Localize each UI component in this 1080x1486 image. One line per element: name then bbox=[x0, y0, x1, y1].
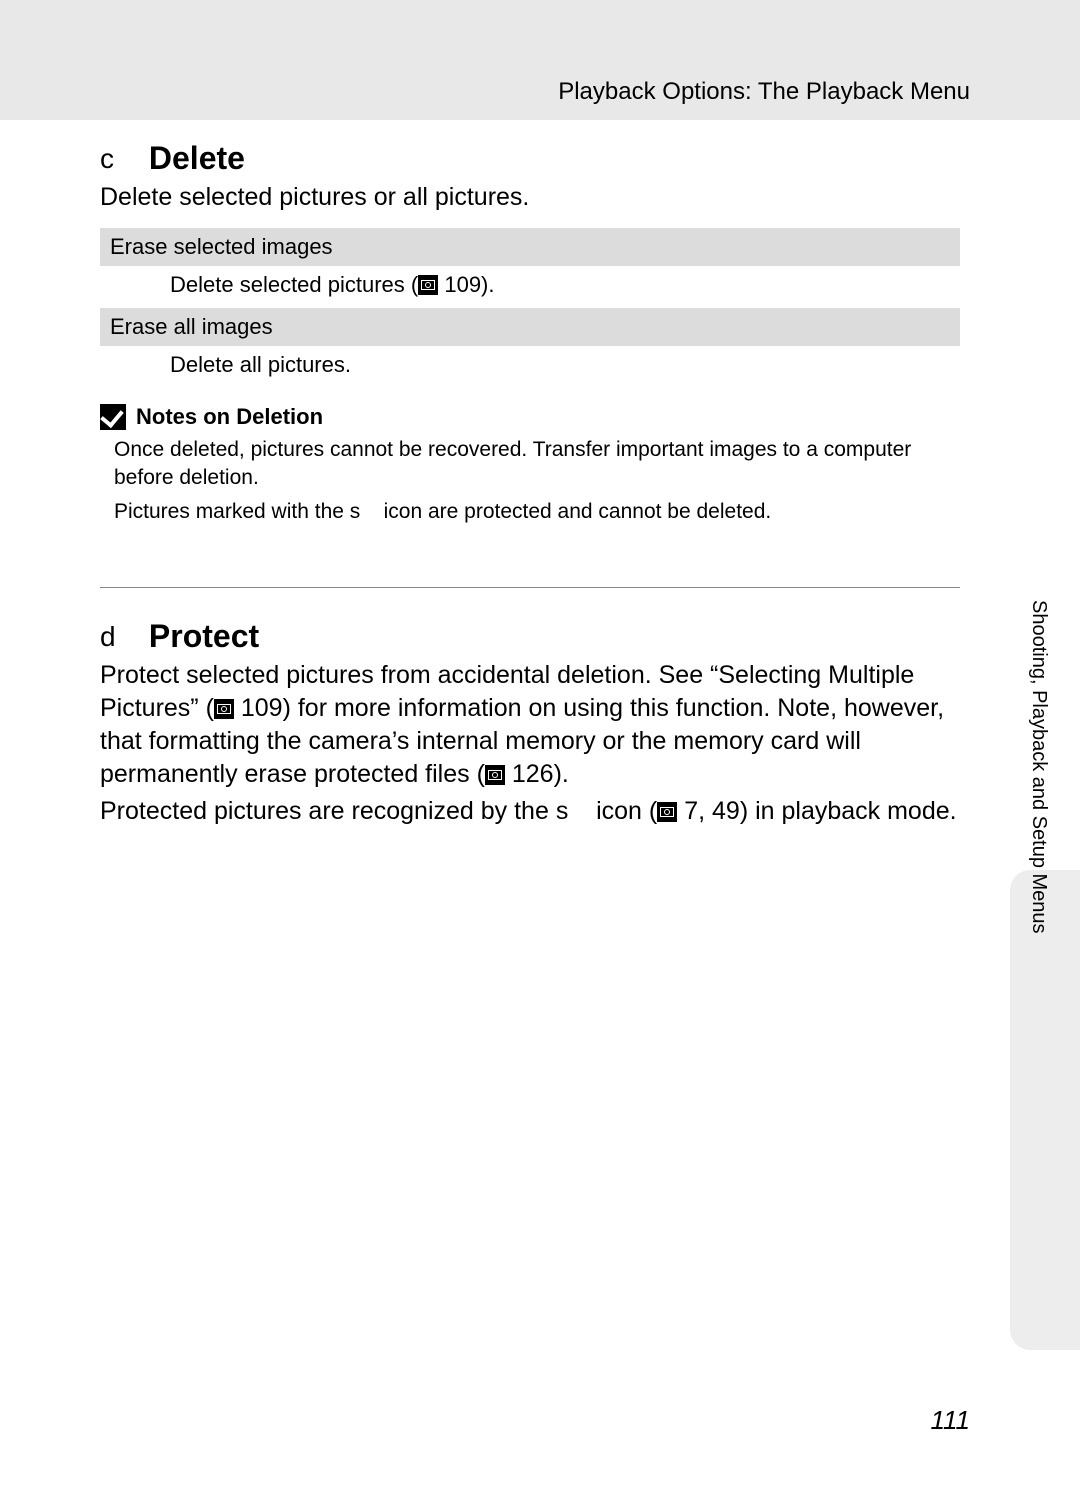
row-head-erase-all: Erase all images bbox=[100, 308, 960, 346]
notes-block: Notes on Deletion Once deleted, pictures… bbox=[100, 404, 960, 527]
protect-glyph: s bbox=[556, 797, 569, 825]
notes-line-2-pre: Pictures marked with the bbox=[114, 500, 350, 523]
p2-post: ) in playback mode. bbox=[740, 797, 957, 825]
row-body-text: Delete all pictures. bbox=[170, 352, 351, 377]
delete-intro: Delete selected pictures or all pictures… bbox=[100, 181, 960, 214]
side-tab-label: Shooting, Playback and Setup Menus bbox=[1030, 600, 1050, 934]
page-content: c Delete Delete selected pictures or all… bbox=[100, 140, 960, 832]
notes-heading: Notes on Deletion bbox=[100, 404, 960, 430]
protect-body: Protect selected pictures from accidenta… bbox=[100, 659, 960, 828]
check-icon bbox=[100, 404, 126, 430]
protect-para-1: Protect selected pictures from accidenta… bbox=[100, 659, 960, 791]
protect-heading: d Protect bbox=[100, 618, 960, 655]
notes-line-2-post: icon are protected and cannot be deleted… bbox=[378, 500, 771, 523]
section-divider bbox=[100, 587, 960, 588]
protect-title: Protect bbox=[149, 618, 259, 654]
p1-ref2: 126 bbox=[505, 760, 554, 788]
side-tab-bg bbox=[1010, 870, 1080, 1350]
p1-ref: 109 bbox=[234, 694, 283, 722]
row-head-erase-selected: Erase selected images bbox=[100, 228, 960, 266]
notes-line-2: Pictures marked with the s icon are prot… bbox=[114, 498, 960, 526]
page-number: 111 bbox=[930, 1405, 970, 1436]
row-body-erase-selected: Delete selected pictures ( 109). bbox=[100, 266, 960, 308]
protect-glyph: s bbox=[350, 500, 361, 523]
manual-page: Playback Options: The Playback Menu Shoo… bbox=[0, 0, 1080, 1486]
p2-pre: Protected pictures are recognized by the bbox=[100, 797, 556, 825]
p1-post: ). bbox=[554, 760, 569, 788]
delete-heading: c Delete bbox=[100, 140, 960, 177]
notes-line-1: Once deleted, pictures cannot be recover… bbox=[114, 436, 960, 493]
p2-ref: 7, 49 bbox=[677, 797, 740, 825]
delete-prefix-glyph: c bbox=[100, 143, 140, 175]
protect-para-2: Protected pictures are recognized by the… bbox=[100, 795, 960, 828]
delete-title: Delete bbox=[149, 140, 245, 176]
row-body-erase-all: Delete all pictures. bbox=[100, 346, 960, 388]
notes-title: Notes on Deletion bbox=[136, 404, 323, 429]
page-header: Playback Options: The Playback Menu bbox=[558, 78, 970, 106]
page-ref-icon bbox=[418, 275, 438, 295]
p2-mid: icon ( bbox=[589, 797, 657, 825]
page-ref-icon bbox=[214, 699, 234, 719]
page-ref-icon bbox=[657, 802, 677, 822]
protect-prefix-glyph: d bbox=[100, 621, 140, 653]
page-ref-icon bbox=[485, 765, 505, 785]
row-body-text-post: 109). bbox=[438, 272, 494, 297]
row-body-text-pre: Delete selected pictures ( bbox=[170, 272, 418, 297]
